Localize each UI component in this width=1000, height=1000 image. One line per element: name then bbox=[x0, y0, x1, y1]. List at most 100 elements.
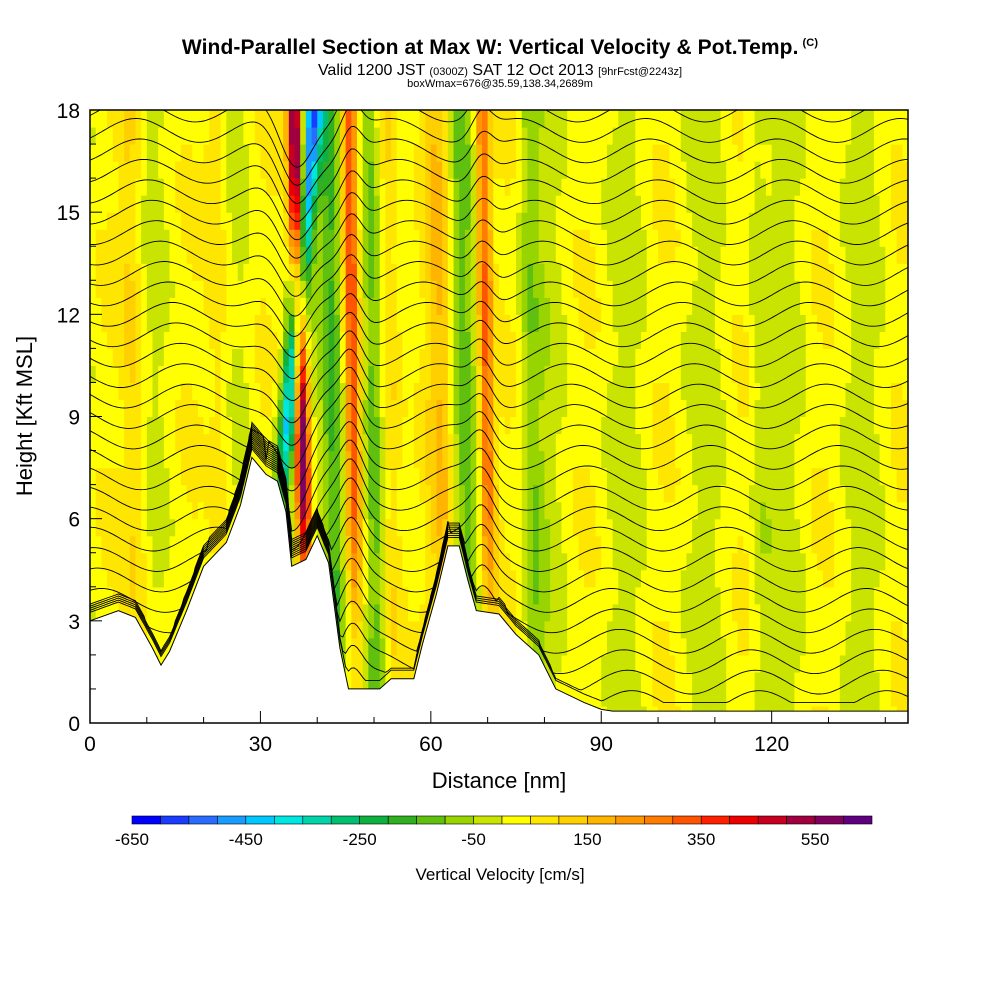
field-cell bbox=[743, 365, 750, 384]
field-cell bbox=[391, 348, 398, 367]
field-cell bbox=[612, 501, 619, 520]
field-cell bbox=[811, 501, 818, 520]
field-cell bbox=[765, 365, 773, 384]
field-cell bbox=[101, 552, 108, 571]
field-cell bbox=[692, 195, 699, 213]
field-cell bbox=[237, 110, 244, 128]
field-cell bbox=[510, 399, 517, 418]
field-cell bbox=[425, 127, 432, 145]
field-cell bbox=[572, 535, 580, 554]
field-cell bbox=[436, 195, 443, 213]
field-cell bbox=[726, 127, 733, 145]
field-cell bbox=[374, 263, 381, 281]
field-cell bbox=[345, 297, 352, 315]
field-cell bbox=[95, 229, 102, 247]
field-cell bbox=[555, 671, 563, 690]
field-cell bbox=[731, 535, 739, 554]
field-cell bbox=[186, 365, 193, 384]
field-cell bbox=[351, 246, 358, 264]
field-cell bbox=[675, 671, 682, 690]
field-cell bbox=[856, 382, 864, 401]
field-cell bbox=[129, 433, 137, 452]
field-cell bbox=[169, 110, 176, 128]
field-cell bbox=[777, 314, 784, 332]
field-cell bbox=[203, 518, 210, 537]
field-cell bbox=[692, 654, 699, 673]
field-cell bbox=[408, 144, 415, 162]
field-cell bbox=[442, 246, 449, 264]
field-cell bbox=[476, 263, 483, 281]
field-cell bbox=[623, 127, 631, 145]
field-cell bbox=[652, 399, 659, 418]
field-cell bbox=[606, 450, 614, 469]
field-cell bbox=[828, 535, 835, 554]
field-cell bbox=[368, 331, 375, 349]
field-cell bbox=[510, 586, 517, 605]
field-cell bbox=[141, 297, 148, 315]
field-cell bbox=[197, 144, 205, 162]
field-cell bbox=[658, 620, 665, 639]
field-cell bbox=[266, 348, 273, 367]
field-cell bbox=[805, 518, 813, 537]
field-cell bbox=[345, 637, 352, 656]
field-cell bbox=[459, 501, 466, 520]
field-cell bbox=[141, 399, 148, 418]
field-cell bbox=[771, 263, 778, 281]
field-cell bbox=[311, 161, 318, 179]
field-cell bbox=[368, 552, 375, 571]
field-cell bbox=[169, 331, 176, 349]
field-cell bbox=[578, 365, 585, 384]
field-cell bbox=[862, 348, 869, 367]
field-cell bbox=[107, 229, 114, 247]
field-cell bbox=[578, 212, 585, 230]
field-cell bbox=[595, 280, 602, 298]
field-cell bbox=[447, 161, 455, 179]
field-cell bbox=[794, 603, 801, 622]
field-cell bbox=[578, 110, 585, 128]
field-cell bbox=[249, 280, 256, 298]
field-cell bbox=[595, 314, 602, 332]
field-cell bbox=[345, 654, 352, 673]
field-cell bbox=[260, 229, 267, 247]
field-cell bbox=[760, 654, 767, 673]
field-cell bbox=[476, 161, 483, 179]
field-cell bbox=[601, 535, 608, 554]
field-cell bbox=[294, 297, 301, 315]
field-cell bbox=[675, 501, 682, 520]
field-cell bbox=[197, 535, 205, 554]
field-cell bbox=[731, 552, 739, 571]
field-cell bbox=[152, 263, 159, 281]
field-cell bbox=[527, 229, 534, 247]
field-cell bbox=[800, 637, 807, 656]
field-cell bbox=[351, 331, 358, 349]
field-cell bbox=[800, 654, 807, 673]
field-cell bbox=[709, 467, 716, 486]
field-cell bbox=[396, 127, 404, 145]
field-cell bbox=[487, 161, 494, 179]
field-cell bbox=[158, 450, 165, 469]
field-cell bbox=[425, 263, 432, 281]
field-cell bbox=[141, 620, 148, 639]
field-cell bbox=[618, 654, 625, 673]
field-cell bbox=[209, 246, 216, 264]
field-cell bbox=[663, 620, 671, 639]
field-cell bbox=[499, 144, 506, 162]
field-cell bbox=[686, 688, 693, 707]
field-cell bbox=[481, 348, 489, 367]
field-cell bbox=[726, 144, 733, 162]
field-cell bbox=[641, 348, 648, 367]
field-cell bbox=[828, 212, 835, 230]
field-cell bbox=[771, 484, 778, 503]
field-cell bbox=[629, 637, 636, 656]
field-cell bbox=[90, 484, 97, 503]
field-cell bbox=[851, 637, 858, 656]
field-cell bbox=[112, 314, 119, 332]
field-cell bbox=[175, 297, 182, 315]
field-cell bbox=[186, 450, 193, 469]
field-cell bbox=[658, 144, 665, 162]
field-cell bbox=[101, 195, 108, 213]
field-cell bbox=[680, 331, 688, 349]
field-cell bbox=[459, 212, 466, 230]
field-cell bbox=[283, 416, 290, 435]
field-cell bbox=[748, 365, 756, 384]
